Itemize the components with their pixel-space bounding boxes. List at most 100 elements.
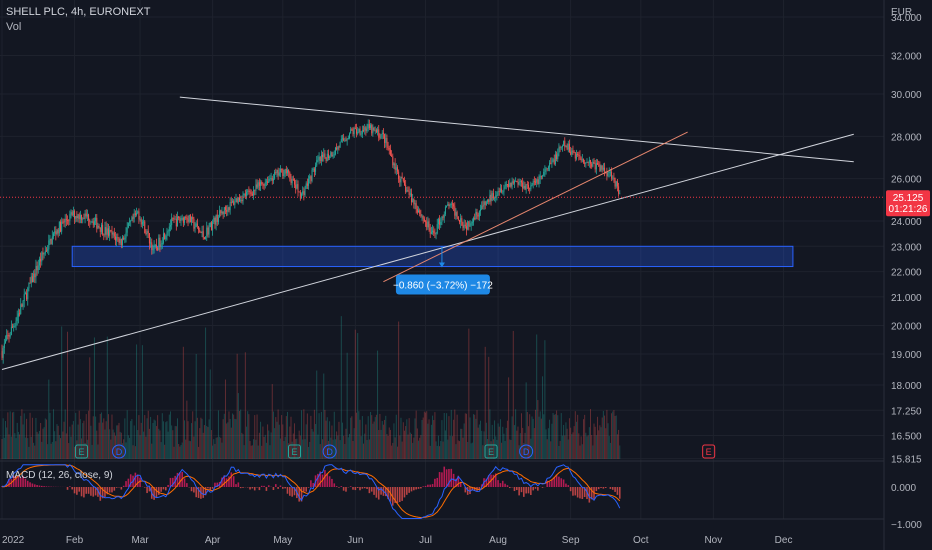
- candle-body: [478, 211, 480, 217]
- candle-body: [455, 212, 457, 216]
- volume-bar: [154, 420, 156, 459]
- macd-histogram-bar: [452, 473, 455, 487]
- dividend-marker[interactable]: [519, 444, 534, 459]
- volume-bar: [366, 439, 368, 459]
- volume-bar: [447, 439, 449, 459]
- candle-body: [490, 194, 492, 201]
- volume-bar: [450, 409, 452, 459]
- candle-body: [119, 238, 121, 244]
- macd-histogram-bar: [415, 487, 417, 490]
- symbol-title[interactable]: SHELL PLC, 4h, EURONEXT: [6, 6, 151, 18]
- trendline-lower[interactable]: [1, 133, 854, 370]
- candle-body: [118, 237, 120, 244]
- volume-bar: [104, 429, 106, 459]
- volume-bar: [279, 438, 281, 459]
- time-tick-label: Mar: [131, 535, 149, 546]
- candle-body: [550, 162, 552, 164]
- macd-histogram-bar: [29, 482, 31, 487]
- earnings-marker[interactable]: [484, 444, 498, 459]
- candle-body: [233, 201, 235, 205]
- volume-bar: [348, 433, 350, 459]
- macd-histogram-bar: [115, 487, 118, 488]
- trendline-upper[interactable]: [179, 96, 854, 163]
- trendline-short-term[interactable]: [383, 131, 688, 283]
- volume-bar: [395, 414, 397, 459]
- macd-histogram-bar: [618, 487, 621, 499]
- volume-bar: [13, 411, 15, 459]
- candle-body: [207, 227, 209, 235]
- macd-histogram-bar: [97, 487, 99, 497]
- earnings-marker[interactable]: [288, 444, 301, 459]
- candle-body: [188, 215, 190, 222]
- volume-legend-label[interactable]: Vol: [6, 21, 21, 33]
- macd-histogram-bar: [176, 472, 179, 487]
- earnings-marker[interactable]: [702, 444, 716, 459]
- volume-bar: [72, 421, 74, 459]
- macd-histogram-bar: [431, 484, 434, 487]
- volume-bar: [236, 353, 238, 459]
- macd-histogram-bar: [204, 487, 207, 496]
- price-scale[interactable]: 34.000 32.000 30.000 28.000 26.000 24.000 23.0…: [891, 13, 922, 531]
- volume-bar: [587, 435, 589, 459]
- volume-bar: [185, 439, 187, 459]
- macd-histogram-bar: [579, 487, 581, 499]
- candle-body: [402, 178, 404, 181]
- candle-body: [192, 217, 194, 219]
- volume-bar: [581, 444, 583, 459]
- candle-body: [61, 221, 63, 232]
- earnings-marker[interactable]: [75, 444, 89, 459]
- macd-histogram-bar: [340, 486, 343, 487]
- time-scale[interactable]: 2022 Feb Mar Apr May Jun Jul Aug Sep Oct Nov Dec: [2, 535, 792, 546]
- volume-bar: [420, 434, 422, 459]
- volume-bar: [14, 433, 16, 459]
- dividend-marker[interactable]: [322, 444, 337, 459]
- macd-histogram-bar: [537, 487, 539, 491]
- macd-legend-label[interactable]: MACD (12, 26, close, 9): [6, 470, 113, 481]
- volume-bar: [364, 433, 366, 459]
- support-zone[interactable]: [71, 245, 794, 268]
- macd-histogram-bar: [611, 487, 614, 490]
- volume-bar: [359, 419, 361, 459]
- volume-bar: [400, 417, 402, 459]
- candle-body: [553, 159, 555, 165]
- macd-histogram-bar: [73, 487, 76, 494]
- candle-body: [160, 244, 162, 247]
- candle-body: [567, 143, 569, 150]
- candle-body: [407, 190, 409, 192]
- candle-body: [572, 150, 574, 153]
- candle-body: [242, 194, 244, 202]
- candle-body: [356, 128, 358, 134]
- trendlines[interactable]: [1, 96, 854, 370]
- volume-bar: [337, 435, 339, 459]
- candle-body: [607, 172, 609, 177]
- volume-bar: [250, 445, 252, 459]
- macd-histogram-bar: [26, 480, 29, 487]
- candle-body: [26, 293, 28, 300]
- macd-histogram-bar: [345, 487, 347, 492]
- macd-histogram-bar: [293, 487, 296, 496]
- candle-body: [451, 203, 453, 205]
- candle-body: [76, 216, 78, 219]
- macd-histogram-bar: [289, 487, 291, 496]
- volume-bar: [160, 442, 162, 459]
- time-tick-label: Dec: [775, 535, 793, 546]
- price-tick-label: 22.000: [891, 268, 922, 279]
- candle-body: [275, 172, 277, 173]
- dividend-marker[interactable]: [112, 444, 126, 459]
- volume-bar: [264, 434, 266, 459]
- time-tick-label: Jun: [347, 535, 363, 546]
- volume-bar: [358, 411, 360, 459]
- measure-tool[interactable]: −0.860 (−3.72%) −172: [393, 246, 493, 295]
- support-zone-rect[interactable]: [71, 245, 794, 268]
- candle-body: [208, 226, 210, 235]
- candle-body: [602, 167, 604, 170]
- volume-bar: [231, 413, 233, 459]
- volume-bar: [269, 445, 271, 459]
- volume-bar: [106, 336, 108, 459]
- volume-bar: [488, 356, 490, 459]
- volume-bar: [308, 446, 310, 459]
- volume-bar: [17, 431, 19, 459]
- candle-body: [124, 238, 126, 240]
